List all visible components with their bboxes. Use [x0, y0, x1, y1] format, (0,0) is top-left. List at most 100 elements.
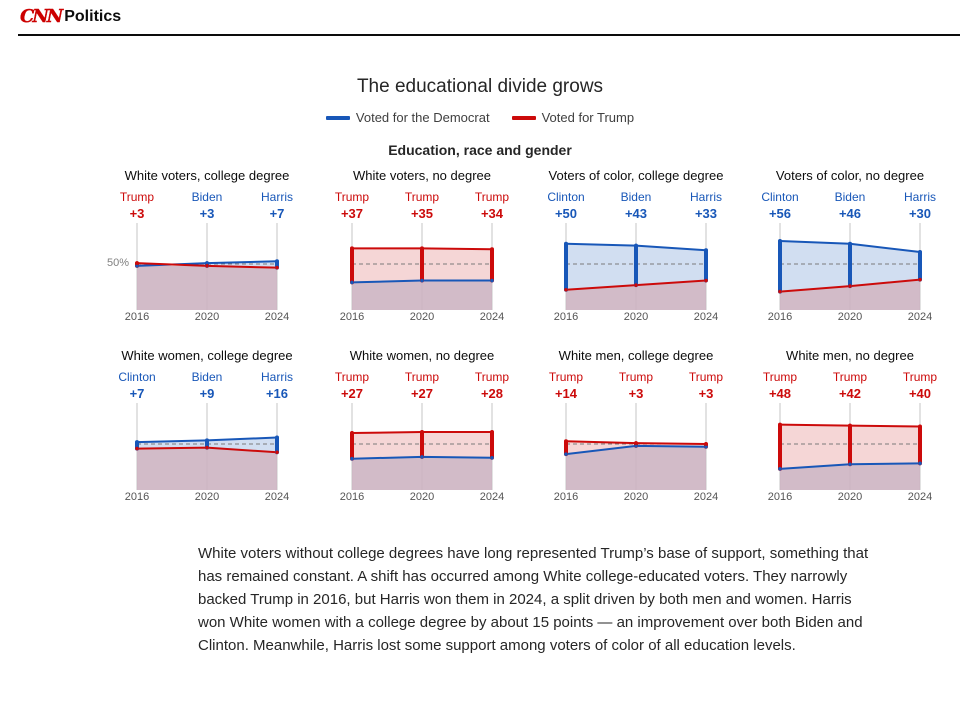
point-democrat-2016	[778, 239, 782, 243]
panel-voters-of-color-college-degree: Voters of color, college degree Clinton +5…	[546, 168, 746, 338]
site-header: CNN Politics	[18, 0, 960, 36]
area-gap-0	[352, 432, 422, 459]
panel-title: White women, no degree	[349, 348, 495, 363]
margin-label-2020: +46	[838, 206, 862, 221]
chart-legend: Voted for the Democrat Voted for Trump	[0, 110, 960, 125]
area-base	[352, 280, 492, 310]
margin-label-2024: +7	[269, 206, 285, 221]
margin-label-2020: +3	[199, 206, 215, 221]
area-base	[780, 279, 920, 310]
year-tick-2016: 2016	[767, 311, 793, 323]
point-trump-2016	[778, 289, 782, 294]
point-trump-2016	[135, 446, 139, 451]
margin-label-2020: +43	[624, 206, 648, 221]
year-tick-2016: 2016	[339, 491, 365, 503]
panel-title: White women, college degree	[121, 348, 293, 363]
panel-white-men-college-degree: White men, college degree Trump +14 2016 Tru…	[546, 348, 746, 518]
point-democrat-2016	[350, 456, 354, 461]
margin-label-2016: +27	[340, 386, 364, 401]
margin-label-2024: +40	[908, 386, 932, 401]
year-tick-2024: 2024	[907, 311, 933, 323]
point-trump-2020	[848, 284, 852, 288]
winner-label-2020: Trump	[404, 370, 440, 384]
panel-title: Voters of color, college degree	[548, 168, 724, 183]
winner-label-2020: Biden	[191, 190, 223, 204]
winner-label-2020: Biden	[191, 370, 223, 384]
point-trump-2020	[634, 283, 638, 287]
margin-label-2016: +37	[340, 206, 364, 221]
year-tick-2020: 2020	[837, 311, 863, 323]
year-tick-2016: 2016	[767, 491, 793, 503]
year-tick-2024: 2024	[479, 491, 505, 503]
point-trump-2024	[918, 424, 922, 429]
chart-subtitle: Education, race and gender	[388, 142, 572, 158]
point-democrat-2024	[918, 250, 922, 254]
area-base	[137, 447, 277, 490]
point-democrat-2020	[848, 462, 852, 467]
point-democrat-2024	[490, 456, 494, 460]
area-base	[780, 463, 920, 490]
margin-label-2016: +50	[554, 206, 578, 221]
margin-label-2016: +14	[554, 386, 578, 401]
cnn-politics-logo[interactable]: CNN Politics	[20, 6, 122, 27]
panel-white-voters-college-degree: White voters, college degree Trump +3 2016 B…	[107, 168, 317, 338]
margin-label-2024: +34	[480, 206, 504, 221]
legend-swatch-democrat	[325, 115, 350, 120]
cnn-logo[interactable]: CNN	[20, 6, 64, 27]
year-tick-2016: 2016	[124, 491, 150, 503]
year-tick-2020: 2020	[409, 311, 435, 323]
panel-plot	[350, 403, 494, 490]
year-tick-2020: 2020	[194, 311, 220, 323]
panel-plot	[564, 223, 708, 310]
year-tick-2020: 2020	[409, 491, 435, 503]
panel-title: White voters, no degree	[352, 168, 492, 183]
year-tick-2016: 2016	[553, 491, 579, 503]
panel-title: White men, no degree	[786, 348, 914, 363]
area-base	[352, 456, 492, 490]
panel-title: White men, college degree	[558, 348, 714, 363]
area-gap-1	[636, 245, 706, 286]
point-democrat-2020	[848, 241, 852, 246]
section-label[interactable]: Politics	[64, 8, 122, 25]
point-trump-2016	[350, 246, 354, 251]
point-trump-2016	[778, 422, 782, 427]
winner-label-2016: Clinton	[118, 370, 156, 384]
area-gap-0	[566, 243, 636, 290]
panel-title: Voters of color, no degree	[775, 168, 925, 183]
legend-swatch-trump	[511, 115, 536, 120]
area-gap-1	[850, 425, 920, 465]
point-trump-2020	[205, 264, 209, 268]
year-tick-2020: 2020	[623, 311, 649, 323]
winner-label-2024: Harris	[690, 190, 722, 204]
margin-label-2024: +16	[265, 386, 289, 401]
winner-label-2016: Clinton	[547, 190, 585, 204]
winner-label-2016: Trump	[548, 370, 584, 384]
point-trump-2020	[420, 430, 424, 434]
margin-label-2020: +3	[628, 386, 644, 401]
chart-title: The educational divide grows	[356, 76, 604, 97]
margin-label-2024: +28	[480, 386, 504, 401]
year-tick-2020: 2020	[837, 491, 863, 503]
area-base	[566, 445, 706, 490]
winner-label-2020: Biden	[834, 190, 866, 204]
winner-label-2020: Trump	[618, 370, 654, 384]
winner-label-2016: Trump	[762, 370, 798, 384]
panel-voters-of-color-no-degree: Voters of color, no degree Clinton +56 2016…	[760, 168, 960, 338]
year-tick-2016: 2016	[124, 311, 150, 323]
point-trump-2024	[275, 265, 279, 270]
panel-plot	[135, 403, 279, 490]
winner-label-2024: Harris	[261, 190, 293, 204]
area-gap-1	[422, 432, 492, 458]
point-democrat-2024	[275, 435, 279, 440]
panel-white-women-no-degree: White women, no degree Trump +27 2016 Trump +…	[332, 348, 532, 518]
legend-label-trump: Voted for Trump	[541, 110, 635, 125]
winner-label-2016: Trump	[334, 190, 370, 204]
point-trump-2024	[490, 247, 494, 252]
point-trump-2020	[848, 423, 852, 428]
winner-label-2024: Trump	[474, 370, 510, 384]
panel-plot	[778, 223, 922, 310]
area-gap-0	[352, 248, 422, 283]
margin-label-2024: +3	[698, 386, 714, 401]
point-democrat-2024	[704, 444, 708, 449]
point-democrat-2020	[205, 261, 209, 265]
